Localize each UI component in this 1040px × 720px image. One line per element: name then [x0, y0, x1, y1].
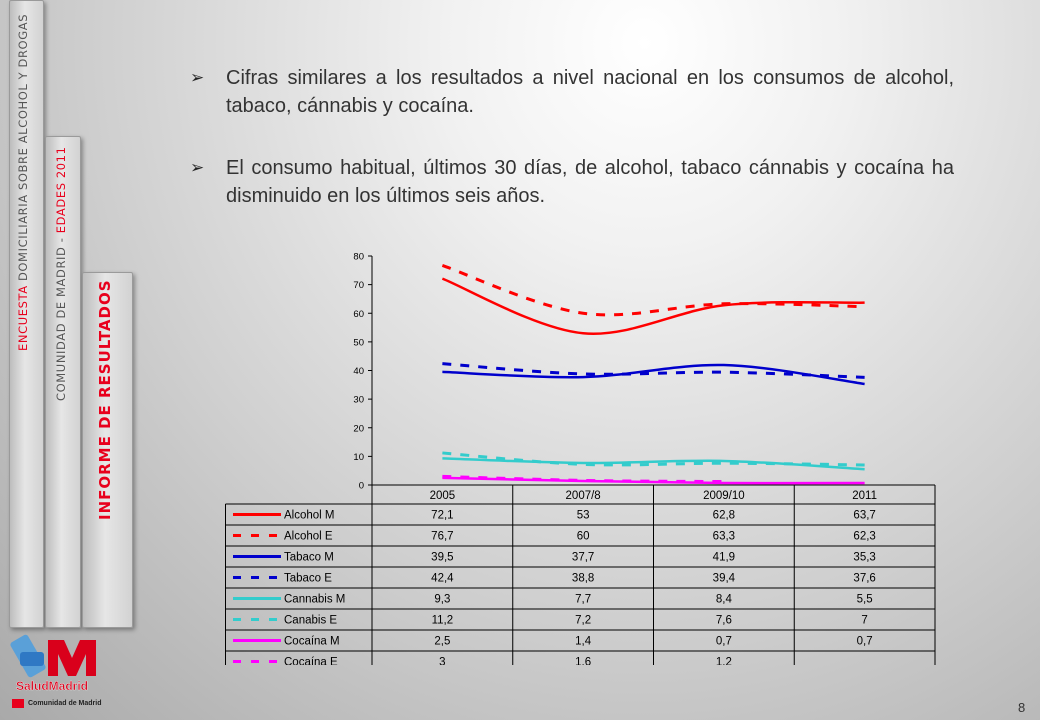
data-label: 76,7 [431, 531, 453, 543]
y-tick-label: 80 [353, 252, 364, 263]
data-label: 53 [577, 510, 590, 522]
sidebar-label-edades: COMUNIDAD DE MADRID - EDADES 2011 [54, 146, 68, 452]
bullet-1-text: Cifras similares a los resultados a nive… [226, 67, 954, 117]
data-label: 35,3 [853, 552, 875, 564]
sidebar-label-edades-red: EDADES 2011 [54, 146, 68, 233]
data-label: 42,4 [431, 573, 454, 585]
data-label: 0,7 [857, 636, 873, 648]
sidebar-tab-edades [45, 136, 81, 628]
category-label: 2009/10 [703, 490, 745, 502]
y-tick-label: 10 [353, 452, 364, 463]
series-line [442, 451, 865, 467]
series-line [441, 264, 865, 317]
legend-label: Cannabis M [284, 594, 345, 606]
data-label: 39,5 [431, 552, 453, 564]
sidebar-label-informe: INFORME DE RESULTADOS [96, 279, 114, 520]
sidebar-label-encuesta-gray: DOMICILIARIA SOBRE ALCOHOL Y DROGAS [16, 14, 30, 282]
data-label: 63,7 [853, 510, 875, 522]
legend-label: Tabaco E [284, 573, 332, 585]
sidebar-label-edades-gray: COMUNIDAD DE MADRID - [54, 237, 68, 401]
legend-label: Cocaína M [284, 636, 340, 648]
data-label: 63,3 [713, 531, 735, 543]
y-tick-label: 0 [359, 481, 364, 492]
y-tick-label: 60 [353, 309, 364, 320]
data-label: 1,4 [575, 636, 592, 648]
data-label: 72,1 [431, 510, 453, 522]
data-label: 37,6 [853, 573, 875, 585]
y-tick-label: 40 [353, 366, 364, 377]
consumption-chart: 0 10 20 30 40 50 60 70 80 2005 2007/8 2009/10 2011 Al… [225, 252, 936, 666]
arrow-bullet-icon: ➢ [190, 68, 205, 87]
y-tick-label: 70 [353, 280, 364, 291]
salud-madrid-logo: SaludMadrid [10, 634, 96, 693]
data-label: 3 [439, 657, 445, 666]
series-line [442, 362, 865, 379]
series-line [442, 363, 865, 386]
legend-label: Canabis E [284, 615, 337, 627]
data-label: 62,8 [713, 510, 735, 522]
bullet-1: ➢ Cifras similares a los resultados a ni… [190, 64, 954, 120]
data-label: 7,7 [575, 594, 591, 606]
legend-label: Alcohol M [284, 510, 335, 522]
category-label: 2011 [852, 490, 877, 502]
bullet-2: ➢ El consumo habitual, últimos 30 días, … [190, 154, 954, 210]
series-line [441, 277, 865, 336]
data-label: 9,3 [434, 594, 450, 606]
legend-label: Tabaco M [284, 552, 334, 564]
category-label: 2007/8 [566, 490, 601, 502]
series-line [442, 476, 865, 485]
logo-subtitle: Comunidad de Madrid [28, 700, 102, 707]
category-label: 2005 [430, 490, 456, 502]
madrid-flag-icon [12, 699, 24, 708]
data-label: 5,5 [857, 594, 873, 606]
data-label: 7 [861, 615, 867, 627]
y-tick-label: 50 [353, 337, 364, 348]
data-label: 7,6 [716, 615, 732, 627]
legend-label: Cocaína E [284, 657, 338, 666]
data-label: 2,5 [434, 636, 450, 648]
data-label: 60 [577, 531, 590, 543]
data-label: 0,7 [716, 636, 732, 648]
y-tick-label: 20 [353, 423, 364, 434]
bullet-2-text: El consumo habitual, últimos 30 días, de… [226, 157, 954, 207]
sidebar-tab-encuesta [9, 0, 44, 628]
data-label: 8,4 [716, 594, 733, 606]
data-label: 62,3 [853, 531, 875, 543]
sidebar-tab-informe [82, 272, 133, 628]
data-label: 1,6 [575, 657, 591, 666]
legend-label: Alcohol E [284, 531, 333, 543]
data-label: 1,2 [716, 657, 732, 666]
page-number: 8 [1018, 700, 1026, 715]
data-label: 7,2 [575, 615, 591, 627]
sidebar-label-encuesta-red: ENCUESTA [16, 285, 30, 352]
svg-text:SaludMadrid: SaludMadrid [16, 679, 88, 693]
arrow-bullet-icon: ➢ [190, 158, 205, 177]
data-label: 39,4 [713, 573, 736, 585]
data-label: 38,8 [572, 573, 594, 585]
series-line [442, 457, 865, 471]
data-label: 41,9 [713, 552, 735, 564]
data-label: 37,7 [572, 552, 594, 564]
sidebar-label-encuesta: ENCUESTA DOMICILIARIA SOBRE ALCOHOL Y DR… [16, 14, 30, 604]
y-tick-label: 30 [353, 395, 364, 406]
data-label: 11,2 [432, 615, 454, 627]
